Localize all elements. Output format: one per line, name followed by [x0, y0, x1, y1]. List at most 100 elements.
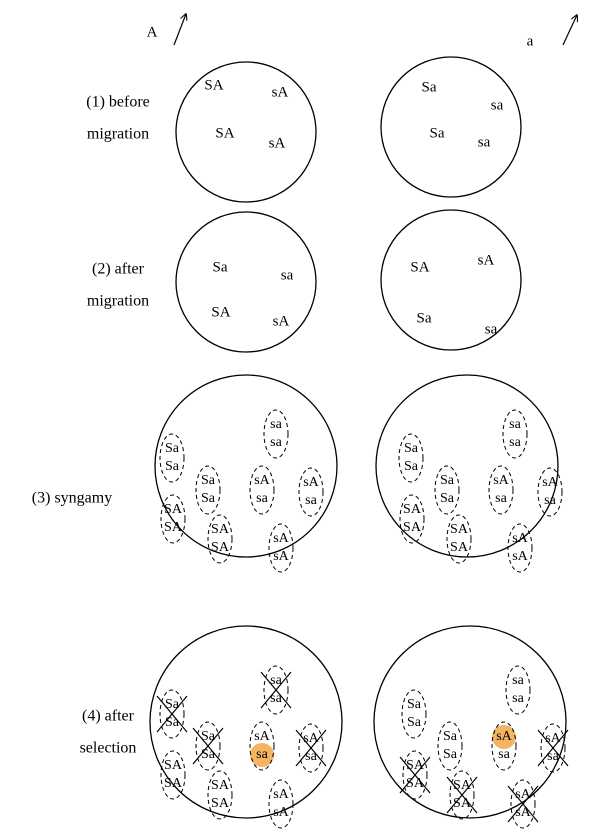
- genotype: sA: [542, 475, 558, 490]
- genotype: sA: [254, 473, 270, 488]
- genotype: SA: [410, 259, 429, 275]
- genotype: Sa: [443, 729, 458, 744]
- cross: [537, 729, 569, 767]
- genotype: sa: [509, 417, 521, 432]
- zygote: [249, 721, 275, 771]
- genotype: sA: [273, 313, 290, 329]
- arrow: [562, 15, 577, 46]
- zygote: [434, 465, 460, 515]
- row-label: migration: [87, 126, 149, 143]
- cross: [399, 756, 431, 794]
- genotype: SA: [211, 796, 230, 811]
- zygote: [398, 433, 424, 483]
- zygote: [437, 721, 463, 771]
- genotype: Sa: [440, 473, 455, 488]
- genotype: Sa: [404, 459, 419, 474]
- zygote: [263, 665, 289, 715]
- genotype: sA: [478, 252, 495, 268]
- zygote: [537, 467, 563, 517]
- genotype: SA: [211, 522, 230, 537]
- allele-marker: a: [527, 33, 534, 49]
- genotype: sA: [269, 135, 286, 151]
- genotype: SA: [164, 776, 183, 791]
- genotype: sa: [478, 134, 491, 150]
- genotype: sa: [498, 747, 510, 762]
- genotype: sa: [270, 435, 282, 450]
- genotype: SA: [211, 540, 230, 555]
- genotype: SA: [215, 125, 234, 141]
- arrow: [173, 14, 186, 46]
- genotype: SA: [164, 520, 183, 535]
- zygote: [505, 665, 531, 715]
- zygote: [207, 770, 233, 820]
- genotype: Sa: [407, 715, 422, 730]
- genotype: sA: [303, 731, 319, 746]
- zygote: [488, 465, 514, 515]
- zygote: [195, 465, 221, 515]
- zygote: [249, 465, 275, 515]
- genotype: sA: [273, 805, 289, 820]
- genotype: sa: [512, 673, 524, 688]
- genotype: sA: [273, 531, 289, 546]
- genotype: SA: [164, 502, 183, 517]
- zygote: [160, 494, 186, 544]
- genotype: Sa: [404, 441, 419, 456]
- genotype: sA: [515, 805, 531, 820]
- genotype: SA: [211, 304, 230, 320]
- genotype: sa: [256, 747, 268, 762]
- population: [373, 625, 567, 819]
- genotype: sA: [273, 549, 289, 564]
- zygote: [449, 770, 475, 820]
- allele-marker: A: [147, 24, 158, 40]
- genotype: sA: [273, 787, 289, 802]
- genotype: sA: [303, 475, 319, 490]
- genotype: sA: [512, 549, 528, 564]
- genotype: SA: [403, 520, 422, 535]
- cross: [260, 671, 292, 709]
- population: [175, 211, 317, 353]
- genotype: Sa: [201, 747, 216, 762]
- genotype: Sa: [165, 441, 180, 456]
- zygote: [402, 750, 428, 800]
- genotype: sA: [545, 731, 561, 746]
- population: [154, 374, 338, 558]
- genotype: sa: [544, 493, 556, 508]
- genotype: Sa: [201, 491, 216, 506]
- zygote: [207, 514, 233, 564]
- genotype: sa: [270, 673, 282, 688]
- genotype: sa: [495, 491, 507, 506]
- genotype: sa: [509, 435, 521, 450]
- genotype: Sa: [417, 310, 432, 326]
- genotype: Sa: [165, 459, 180, 474]
- genotype: sA: [272, 84, 289, 100]
- zygote: [446, 514, 472, 564]
- genotype: sa: [270, 417, 282, 432]
- genotype: sa: [305, 749, 317, 764]
- cross: [192, 727, 224, 765]
- zygote: [399, 494, 425, 544]
- genotype: Sa: [165, 715, 180, 730]
- zygote: [159, 689, 185, 739]
- zygote: [510, 779, 536, 829]
- genotype: Sa: [440, 491, 455, 506]
- row-label: (1) before: [86, 94, 150, 111]
- zygote: [401, 689, 427, 739]
- zygote: [540, 723, 566, 773]
- genotype: sa: [270, 691, 282, 706]
- row-label: migration: [87, 293, 149, 310]
- genotype: sa: [305, 493, 317, 508]
- zygote: [195, 721, 221, 771]
- zygote: [268, 523, 294, 573]
- cross: [156, 695, 188, 733]
- genotype: Sa: [443, 747, 458, 762]
- population: [375, 374, 559, 558]
- genotype: sa: [491, 97, 504, 113]
- cross: [507, 785, 539, 823]
- population: [149, 625, 343, 819]
- genotype: sa: [256, 491, 268, 506]
- genotype: sa: [512, 691, 524, 706]
- highlight: [492, 725, 516, 749]
- genotype: sA: [512, 531, 528, 546]
- zygote: [268, 779, 294, 829]
